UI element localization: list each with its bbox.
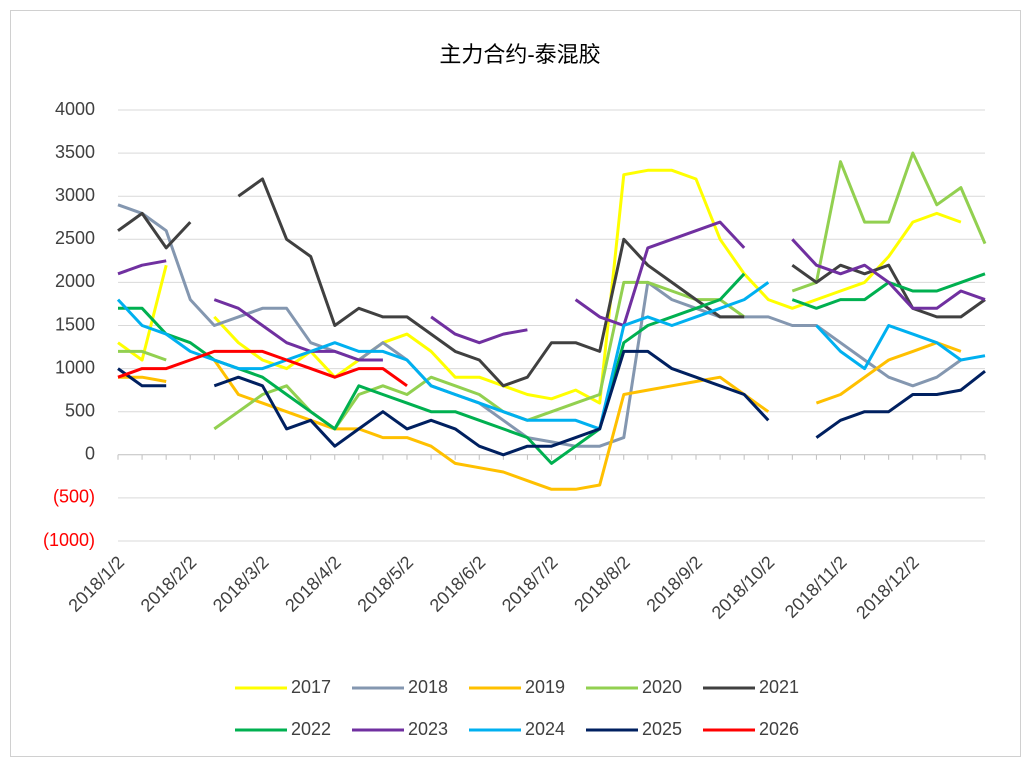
y-tick-label: 0	[85, 444, 95, 464]
y-tick-label: 500	[65, 400, 95, 420]
y-tick-label: 4000	[55, 99, 95, 119]
y-tick-label: 3000	[55, 185, 95, 205]
y-tick-label: 1000	[55, 357, 95, 377]
y-tick-label: 3500	[55, 142, 95, 162]
legend-label: 2019	[525, 677, 565, 697]
legend-label: 2025	[642, 719, 682, 739]
series-line	[118, 151, 987, 431]
legend-label: 2017	[291, 677, 331, 697]
y-tick-label: 1500	[55, 314, 95, 334]
legend-label: 2023	[408, 719, 448, 739]
series-line	[117, 220, 986, 362]
chart-title: 主力合约-泰混胶	[439, 42, 600, 67]
chart-border	[10, 10, 1021, 757]
legend-label: 2021	[759, 677, 799, 697]
series-line	[117, 177, 986, 388]
series-line	[116, 281, 986, 431]
y-tick-label: 2500	[55, 228, 95, 248]
y-tick-label: (1000)	[43, 530, 95, 550]
legend-label: 2018	[408, 677, 448, 697]
legend-label: 2020	[642, 677, 682, 697]
y-tick-label: (500)	[53, 487, 95, 507]
legend-label: 2022	[291, 719, 331, 739]
y-tick-label: 2000	[55, 271, 95, 291]
legend-label: 2024	[525, 719, 565, 739]
series-line	[117, 349, 408, 388]
legend-label: 2026	[759, 719, 799, 739]
